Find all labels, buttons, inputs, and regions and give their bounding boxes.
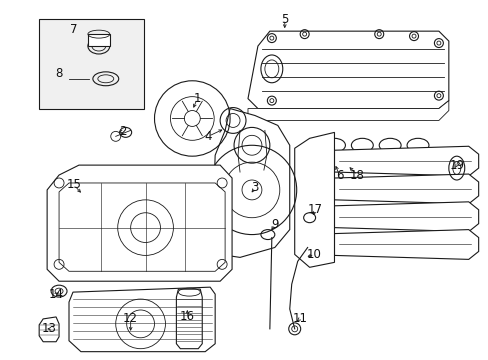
Polygon shape [247,100,448,121]
Polygon shape [334,202,478,231]
Polygon shape [47,165,232,281]
Polygon shape [212,109,289,257]
Polygon shape [334,146,478,176]
Polygon shape [294,132,334,267]
Polygon shape [247,31,448,109]
Polygon shape [176,289,202,349]
Text: 14: 14 [48,288,63,301]
Polygon shape [69,287,215,352]
Text: 6: 6 [335,168,343,181]
Text: 1: 1 [193,92,201,105]
Polygon shape [334,230,478,260]
Text: 3: 3 [251,181,258,194]
Text: 2: 2 [119,125,126,138]
Text: 16: 16 [180,310,194,323]
Text: 5: 5 [281,13,288,26]
Text: 7: 7 [70,23,78,36]
Text: 17: 17 [307,203,323,216]
Text: 13: 13 [41,322,57,336]
Polygon shape [59,183,224,271]
Bar [39,19,143,109]
Polygon shape [39,317,59,342]
Text: 12: 12 [123,312,138,325]
Text: 18: 18 [349,168,364,181]
Text: 15: 15 [66,179,81,192]
Text: 9: 9 [270,218,278,231]
Polygon shape [334,174,478,204]
Text: 11: 11 [292,312,306,325]
Bar [88,34,109,46]
Text: 10: 10 [306,248,322,261]
Text: 8: 8 [55,67,62,80]
Text: 19: 19 [448,159,463,172]
Text: 4: 4 [204,130,211,143]
